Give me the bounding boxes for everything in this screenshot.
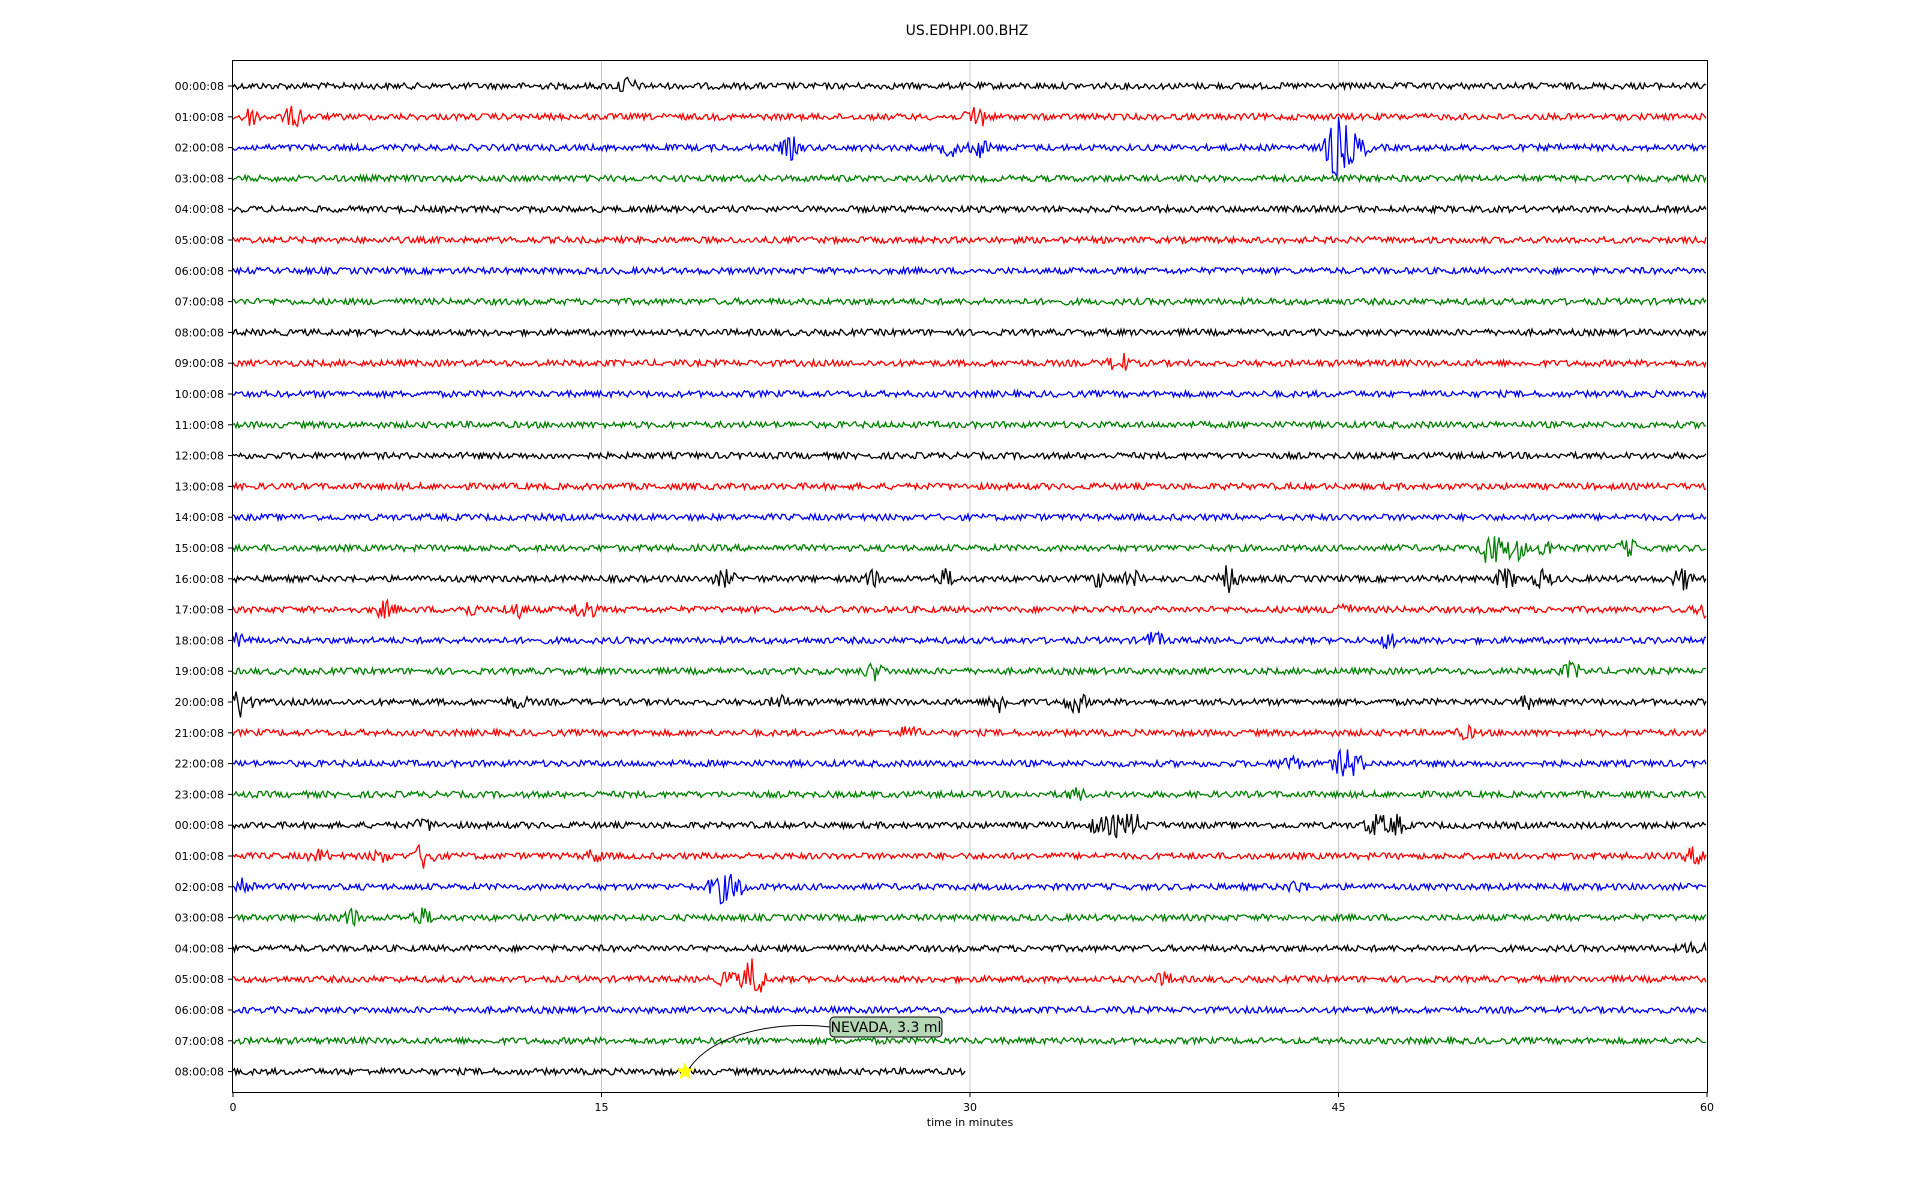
row-label: 01:00:08: [175, 111, 224, 124]
trace-row: [232, 843, 1707, 869]
row-label: 00:00:08: [175, 80, 224, 93]
x-tick-label: 30: [963, 1101, 977, 1114]
trace-row: [232, 565, 1707, 594]
trace-row: [232, 265, 1707, 277]
trace-row: [232, 1004, 1707, 1016]
row-label: 18:00:08: [175, 634, 224, 647]
trace-row: [232, 691, 1707, 718]
row-label: 00:00:08: [175, 819, 224, 832]
row-label: 05:00:08: [175, 234, 224, 247]
row-label: 03:00:08: [175, 912, 224, 925]
trace-row: [232, 295, 1707, 308]
row-label: 13:00:08: [175, 480, 224, 493]
annotation-box: [829, 1016, 943, 1038]
trace-row: [232, 450, 1707, 462]
trace-row: [232, 352, 1707, 371]
trace-row: [232, 535, 1707, 563]
row-label: 10:00:08: [175, 388, 224, 401]
x-tick-label: 15: [595, 1101, 609, 1114]
trace-row: [232, 419, 1707, 431]
row-label: 05:00:08: [175, 973, 224, 986]
row-label: 07:00:08: [175, 296, 224, 309]
row-label: 07:00:08: [175, 1035, 224, 1048]
trace-row: [232, 116, 1707, 178]
row-label: 01:00:08: [175, 850, 224, 863]
event-annotation: NEVADA, 3.3 ml: [676, 1016, 943, 1080]
row-labels: 00:00:08 01:00:08 02:00:08 03:00:08 04:00:08…: [175, 80, 233, 1079]
trace-row: [232, 172, 1707, 184]
row-label: 19:00:08: [175, 665, 224, 678]
trace-row: [232, 388, 1707, 400]
row-label: 08:00:08: [175, 326, 224, 339]
trace-row: [232, 723, 1707, 741]
trace-row: [232, 234, 1707, 246]
trace-row: [232, 940, 1707, 954]
row-label: 11:00:08: [175, 419, 224, 432]
trace-row: [232, 907, 1707, 928]
row-label: 06:00:08: [175, 265, 224, 278]
annotation-arrow: [688, 1024, 831, 1069]
trace-row: [232, 873, 1707, 905]
x-tick-label: 60: [1700, 1101, 1714, 1114]
row-label: 17:00:08: [175, 604, 224, 617]
trace-row: [232, 813, 1707, 839]
x-tick-label: 45: [1332, 1101, 1346, 1114]
trace-row: [232, 480, 1707, 492]
trace-row: [232, 326, 1707, 339]
annotation-text: NEVADA, 3.3 ml: [831, 1020, 942, 1036]
row-label: 09:00:08: [175, 357, 224, 370]
trace-row: [232, 105, 1707, 128]
trace-row: [232, 1035, 1707, 1047]
trace-row: [232, 597, 1707, 620]
row-label: 02:00:08: [175, 881, 224, 894]
trace-row: [232, 76, 1707, 93]
row-label: 15:00:08: [175, 542, 224, 555]
row-label: 04:00:08: [175, 942, 224, 955]
row-label: 14:00:08: [175, 511, 224, 524]
x-axis-ticks: 0 15 30 45 60: [230, 1092, 1714, 1114]
trace-row: [232, 958, 1707, 993]
grid-lines: [601, 61, 1339, 1092]
row-label: 06:00:08: [175, 1004, 224, 1017]
row-label: 23:00:08: [175, 788, 224, 801]
x-axis-label: time in minutes: [927, 1116, 1014, 1129]
row-label: 22:00:08: [175, 758, 224, 771]
trace-row: [232, 203, 1707, 215]
chart-title: US.EDHPI.00.BHZ: [906, 23, 1029, 39]
row-label: 02:00:08: [175, 142, 224, 155]
row-label: 20:00:08: [175, 696, 224, 709]
trace-row: [232, 748, 1707, 777]
row-label: 16:00:08: [175, 573, 224, 586]
trace-row: [232, 630, 1706, 650]
trace-row: [232, 787, 1707, 801]
row-label: 03:00:08: [175, 172, 224, 185]
row-label: 12:00:08: [175, 450, 224, 463]
event-star-marker: [676, 1062, 694, 1080]
row-label: 08:00:08: [175, 1066, 224, 1079]
traces: [232, 76, 1707, 1077]
x-tick-label: 0: [230, 1101, 237, 1114]
trace-row: [232, 511, 1707, 523]
row-label: 21:00:08: [175, 727, 224, 740]
trace-row: [232, 659, 1707, 682]
trace-row: [232, 1066, 966, 1077]
row-label: 04:00:08: [175, 203, 224, 216]
